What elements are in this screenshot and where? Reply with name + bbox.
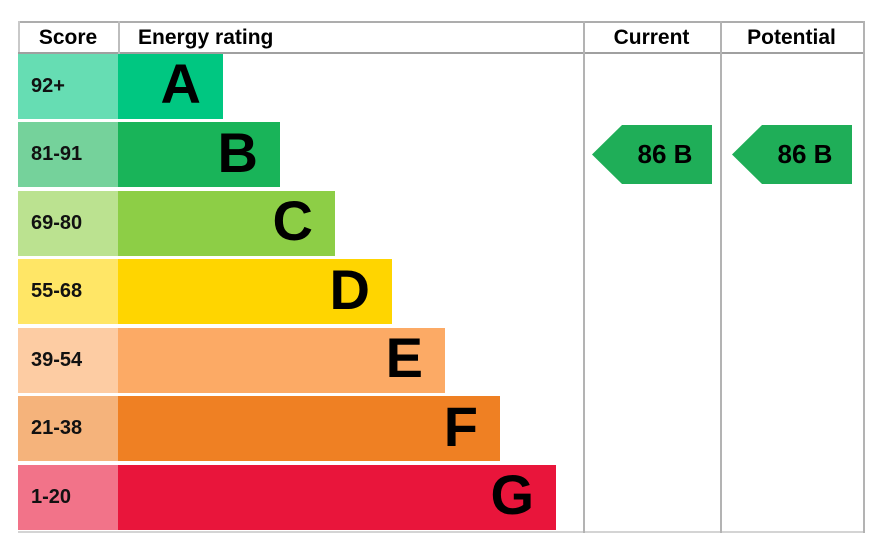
band-score-range: 1-20 <box>18 464 118 530</box>
band-bar: F <box>118 396 500 461</box>
band-score-range: 55-68 <box>18 259 118 324</box>
band-bar: G <box>118 463 556 530</box>
band-score-range: 69-80 <box>18 190 118 256</box>
band-row-c: 69-80 C <box>18 189 865 256</box>
header-left-border <box>18 21 20 54</box>
band-row-b: 81-91 B <box>18 122 865 187</box>
band-letter: F <box>443 394 478 458</box>
band-score-range: 39-54 <box>18 327 118 393</box>
chart-table: Score Energy rating Current Potential 92… <box>18 21 865 533</box>
band-letter: G <box>490 463 534 526</box>
band-letter: B <box>217 120 258 184</box>
score-column-header: Score <box>38 25 98 49</box>
potential-rating-label: 86 B <box>777 139 833 169</box>
band-score-range: 92+ <box>18 53 118 119</box>
band-score-range: 21-38 <box>18 396 118 461</box>
header-underline <box>18 52 865 54</box>
band-row-e: 39-54 E <box>18 326 865 393</box>
score-column-divider <box>118 21 120 54</box>
band-bar: A <box>118 52 223 119</box>
band-bar: B <box>118 122 280 187</box>
band-row-a: 92+ A <box>18 52 865 119</box>
band-row-g: 1-20 G <box>18 463 865 530</box>
band-score-range: 81-91 <box>18 122 118 187</box>
table-right-border <box>863 21 865 533</box>
energy-rating-column-header: Energy rating <box>138 25 274 49</box>
band-letter: E <box>385 326 423 389</box>
band-letter: C <box>272 189 313 252</box>
band-row-d: 55-68 D <box>18 259 865 324</box>
band-letter: D <box>329 257 370 321</box>
band-bar: E <box>118 326 445 393</box>
band-letter: A <box>160 52 201 115</box>
current-column-divider <box>583 21 585 533</box>
table-bottom-border <box>18 531 865 533</box>
table-top-border <box>18 21 865 23</box>
band-bar: C <box>118 189 335 256</box>
current-column-header: Current <box>613 25 690 49</box>
current-rating-label: 86 B <box>637 139 693 169</box>
potential-column-header: Potential <box>747 25 836 49</box>
potential-column-divider <box>720 21 722 533</box>
band-row-f: 21-38 F <box>18 396 865 461</box>
band-bar: D <box>118 259 392 324</box>
